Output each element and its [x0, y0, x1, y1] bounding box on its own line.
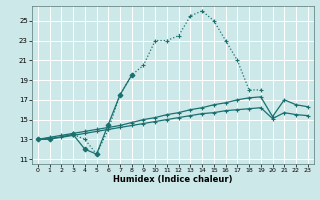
X-axis label: Humidex (Indice chaleur): Humidex (Indice chaleur): [113, 175, 233, 184]
